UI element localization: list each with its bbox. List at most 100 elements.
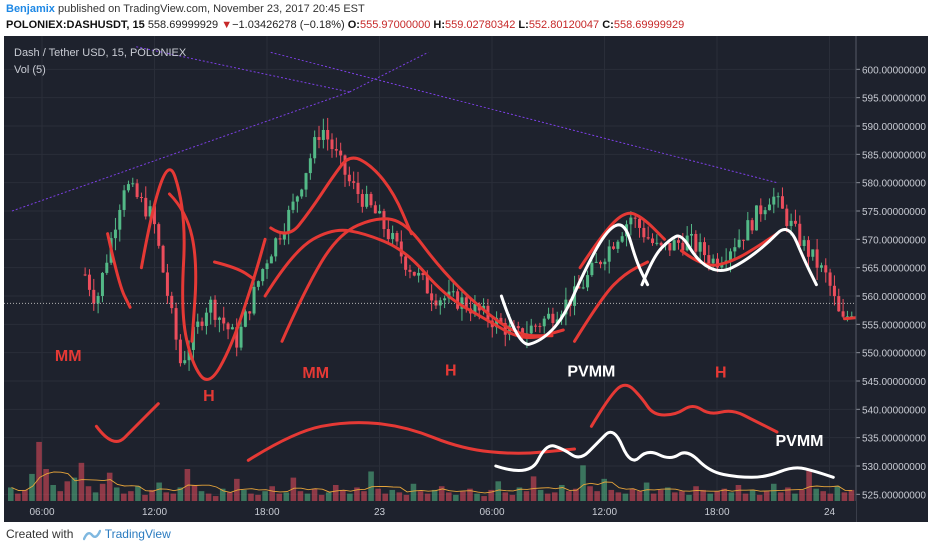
volume-bar: [283, 492, 290, 501]
candle-body: [304, 173, 308, 190]
volume-bar: [693, 486, 699, 501]
candle-body: [373, 205, 377, 214]
volume-bar: [57, 491, 64, 501]
candle-body: [763, 210, 767, 215]
volume-bar: [544, 493, 551, 501]
candle-body: [815, 249, 819, 268]
volume-bar: [64, 481, 71, 501]
volume-bar: [827, 493, 834, 501]
volume-bar: [495, 481, 502, 501]
volume-bar: [248, 493, 254, 501]
y-tick-label: 545.00000000: [862, 377, 926, 388]
volume-bar: [580, 465, 586, 501]
candle-body: [308, 158, 312, 174]
candle-body: [451, 291, 455, 293]
red-drawing-stroke: [139, 168, 267, 381]
volume-bar: [389, 489, 396, 501]
y-tick-label: 575.00000000: [862, 207, 926, 218]
volume-bar: [227, 492, 233, 501]
annotation-label: MM: [302, 365, 329, 382]
candle-body: [555, 319, 559, 324]
candle-body: [274, 238, 278, 257]
annotation-label: H: [715, 365, 727, 382]
candle-body: [737, 239, 741, 248]
open-label: O:: [347, 19, 360, 31]
candle-body: [248, 311, 252, 314]
candle-body: [672, 240, 676, 251]
candle-body: [715, 258, 719, 268]
red-drawing-stroke: [246, 421, 576, 462]
volume-bar: [446, 492, 452, 501]
candle-body: [243, 311, 247, 327]
candle-body: [295, 196, 299, 202]
volume-bar: [361, 491, 367, 501]
volume-bar: [841, 492, 848, 501]
candle-body: [750, 220, 754, 231]
price-axis[interactable]: [856, 36, 928, 522]
candle-body: [404, 256, 408, 270]
volume-bar: [78, 462, 85, 501]
candle-body: [144, 197, 148, 217]
candle-body: [802, 240, 806, 246]
volume-bar: [820, 491, 826, 501]
volume-bar: [629, 488, 636, 501]
candle-body: [360, 194, 364, 207]
volume-bar: [262, 491, 268, 501]
volume-bar: [672, 492, 678, 501]
red-drawing-stroke: [269, 156, 413, 236]
volume-bar: [396, 492, 403, 501]
volume-indicator-label: Vol (5): [14, 64, 46, 76]
volume-bar: [85, 486, 92, 501]
candle-body: [741, 239, 745, 241]
volume-bar: [813, 488, 819, 501]
volume-bar: [255, 494, 261, 501]
white-drawing-stroke: [499, 223, 650, 346]
candle-body: [217, 317, 221, 320]
tradingview-link[interactable]: TradingView: [104, 527, 171, 541]
candle-body: [754, 205, 758, 231]
candle-body: [425, 275, 429, 294]
volume-bar: [269, 486, 275, 501]
candle-body: [824, 265, 828, 273]
volume-bar: [15, 493, 21, 501]
candle-body: [356, 182, 360, 195]
y-tick-label: 565.00000000: [862, 264, 926, 275]
volume-bar: [43, 469, 49, 501]
candle-body: [421, 272, 425, 276]
volume-bar: [608, 489, 615, 501]
author-link[interactable]: Benjamix: [6, 3, 55, 15]
candle-body: [287, 209, 291, 233]
volume-bar: [113, 487, 120, 501]
volume-bar: [71, 477, 78, 501]
volume-bar: [106, 472, 113, 501]
candle-body: [443, 298, 447, 301]
candle-body: [832, 285, 836, 297]
trendline: [349, 51, 429, 93]
candle-body: [707, 255, 711, 264]
volume-bar: [474, 493, 480, 501]
volume-bar: [516, 487, 523, 501]
candle-body: [681, 242, 685, 251]
candle-body: [651, 238, 655, 244]
volume-bar: [785, 487, 791, 501]
candle-body: [317, 137, 321, 140]
candle-body: [655, 242, 659, 244]
created-with-label: Created with: [6, 527, 74, 541]
candle-body: [780, 196, 784, 209]
candle-body: [733, 247, 737, 252]
candle-body: [178, 339, 182, 364]
time-axis[interactable]: [4, 501, 856, 522]
volume-bar: [587, 486, 593, 501]
candle-body: [547, 313, 551, 319]
candle-body: [347, 174, 351, 182]
candle-body: [209, 299, 213, 313]
candle-body: [261, 269, 265, 282]
x-tick-label: 23: [374, 507, 386, 518]
y-tick-label: 560.00000000: [862, 292, 926, 303]
price-chart[interactable]: MM H MM H PVMM H PVMM 525.00000000 530.00000000…: [4, 36, 928, 522]
volume-bar: [834, 486, 841, 501]
candle-body: [659, 242, 663, 246]
low-value: 552.80120047: [528, 19, 600, 31]
volume-bar: [657, 489, 664, 501]
volume-bar: [347, 493, 353, 501]
